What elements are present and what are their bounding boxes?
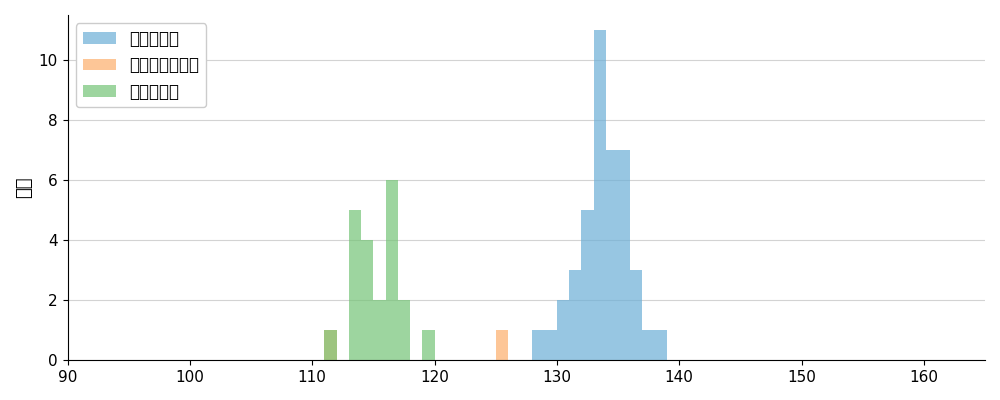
Bar bbox=[386, 180, 398, 360]
Bar bbox=[373, 300, 386, 360]
Bar bbox=[545, 330, 557, 360]
Bar bbox=[569, 270, 581, 360]
Bar bbox=[594, 30, 606, 360]
Bar bbox=[557, 300, 569, 360]
Bar bbox=[618, 150, 630, 360]
Bar bbox=[324, 330, 337, 360]
Bar bbox=[655, 330, 667, 360]
Bar bbox=[324, 330, 337, 360]
Bar bbox=[606, 150, 618, 360]
Bar bbox=[398, 300, 410, 360]
Bar bbox=[349, 210, 361, 360]
Legend: ストレート, チェンジアップ, スライダー: ストレート, チェンジアップ, スライダー bbox=[76, 23, 206, 107]
Bar bbox=[361, 240, 373, 360]
Bar bbox=[532, 330, 545, 360]
Bar bbox=[496, 330, 508, 360]
Bar bbox=[422, 330, 435, 360]
Bar bbox=[642, 330, 655, 360]
Bar bbox=[581, 210, 594, 360]
Y-axis label: 球数: 球数 bbox=[15, 177, 33, 198]
Bar bbox=[630, 270, 642, 360]
